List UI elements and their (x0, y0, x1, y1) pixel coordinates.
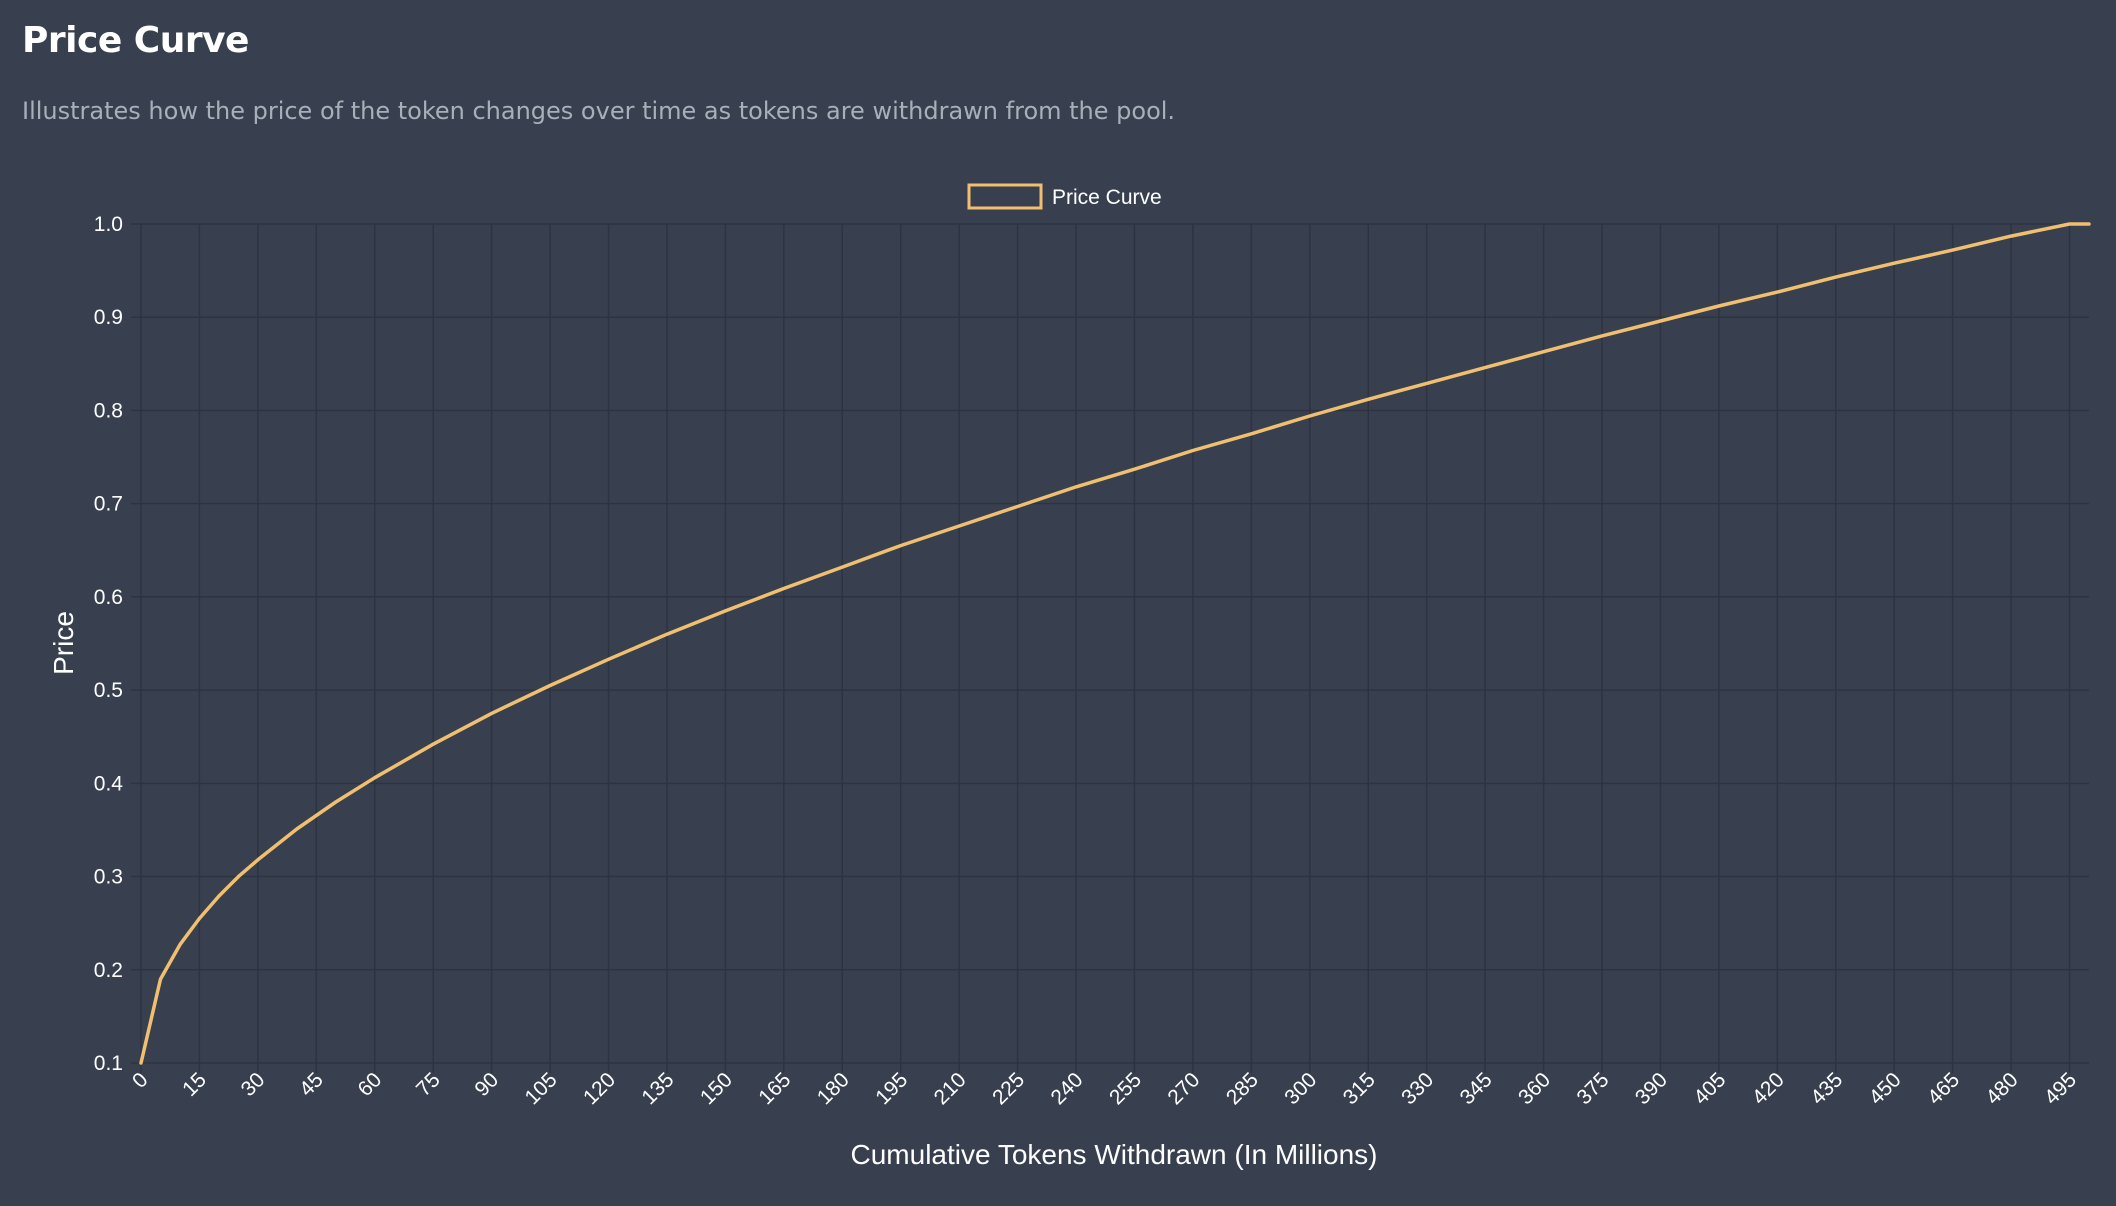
x-tick-label: 360 (1514, 1068, 1555, 1109)
x-tick-label: 285 (1222, 1068, 1263, 1109)
x-tick-label: 435 (1806, 1068, 1847, 1109)
x-tick-label: 270 (1163, 1068, 1204, 1109)
x-tick-label: 30 (237, 1068, 270, 1101)
x-tick-label: 15 (178, 1068, 211, 1101)
x-tick-label: 495 (2040, 1068, 2081, 1109)
x-tick-label: 180 (813, 1068, 854, 1109)
y-tick-label: 0.4 (94, 772, 124, 795)
x-tick-label: 315 (1339, 1068, 1380, 1109)
page-subtitle: Illustrates how the price of the token c… (22, 97, 1176, 125)
x-tick-label: 60 (354, 1068, 387, 1101)
y-tick-label: 0.2 (94, 959, 123, 982)
chart-legend[interactable]: Price Curve (967, 183, 1162, 210)
x-tick-label: 225 (988, 1068, 1029, 1109)
x-tick-label: 375 (1572, 1068, 1613, 1109)
y-tick-label: 0.1 (94, 1052, 123, 1075)
x-tick-label: 300 (1280, 1068, 1321, 1109)
x-tick-label: 450 (1865, 1068, 1906, 1109)
x-tick-label: 390 (1631, 1068, 1672, 1109)
x-tick-label: 135 (637, 1068, 678, 1109)
y-axis-title: Price (48, 611, 79, 675)
y-tick-label: 0.6 (94, 586, 123, 609)
chart-series (139, 222, 2091, 1065)
y-tick-label: 0.8 (94, 399, 123, 422)
y-tick-label: 0.9 (94, 306, 123, 329)
x-axis-title: Cumulative Tokens Withdrawn (In Millions… (851, 1139, 1378, 1170)
x-tick-label: 45 (295, 1068, 328, 1101)
x-tick-label: 405 (1689, 1068, 1730, 1109)
y-axis-ticks: 0.1 0.2 0.3 0.4 0.5 0.6 0.7 0.8 0.9 1.0 (94, 213, 124, 1075)
x-tick-label: 210 (930, 1068, 971, 1109)
x-axis-ticks: 0 15 30 45 60 75 90 105 120 135 150 165 180 195 210 225… (128, 1068, 2081, 1109)
x-tick-label: 150 (696, 1068, 737, 1109)
x-tick-label: 195 (871, 1068, 912, 1109)
x-tick-label: 120 (579, 1068, 620, 1109)
x-tick-label: 465 (1923, 1068, 1964, 1109)
series-line-price-curve (139, 222, 2091, 1065)
x-tick-label: 105 (521, 1068, 562, 1109)
chart-grid (131, 223, 2089, 1073)
y-tick-label: 0.3 (94, 866, 123, 889)
x-tick-label: 480 (1982, 1068, 2023, 1109)
x-tick-label: 165 (754, 1068, 795, 1109)
y-tick-label: 0.7 (94, 493, 123, 516)
x-tick-label: 255 (1105, 1068, 1146, 1109)
x-tick-label: 420 (1748, 1068, 1789, 1109)
y-tick-label: 1.0 (94, 213, 123, 236)
x-tick-label: 240 (1047, 1068, 1088, 1109)
x-tick-label: 75 (412, 1068, 445, 1101)
legend-swatch-price-curve[interactable] (967, 183, 1043, 210)
x-tick-label: 330 (1397, 1068, 1438, 1109)
x-tick-label: 345 (1456, 1068, 1497, 1109)
y-tick-label: 0.5 (94, 679, 123, 702)
page-title: Price Curve (22, 20, 249, 61)
legend-label-price-curve[interactable]: Price Curve (1052, 186, 1162, 209)
x-tick-label: 90 (470, 1068, 503, 1101)
